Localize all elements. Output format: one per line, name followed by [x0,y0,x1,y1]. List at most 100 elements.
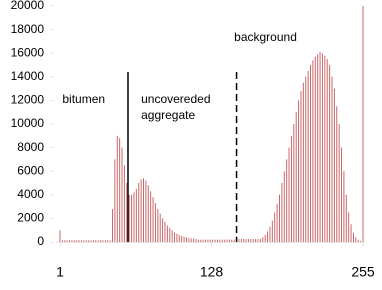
bar [348,212,350,242]
annotation: background [234,30,297,44]
bar [147,185,149,242]
bar [343,171,345,242]
bar [274,212,276,242]
bar [111,208,113,242]
bar [300,90,302,243]
bar [169,227,171,242]
bar [190,238,192,242]
annotation: bitumen [62,92,105,106]
bar [83,240,85,242]
bar [290,135,292,242]
bar [71,240,73,242]
bar [114,159,116,242]
bar [271,220,273,242]
bar [73,240,75,242]
bar [202,239,204,242]
bar [310,65,312,242]
bar [123,165,125,242]
bar [360,240,362,242]
bar [288,147,290,242]
bar [109,240,111,242]
bar [159,213,161,242]
bar [197,239,199,242]
bar [150,191,152,242]
bar [250,239,252,242]
bar [321,53,323,243]
bar [152,197,154,242]
bar [121,147,123,242]
bar [95,240,97,242]
y-tick-label: 16000 [11,45,45,59]
bar [209,239,211,242]
bar [247,239,249,242]
bar [185,237,187,242]
bar [336,106,338,242]
x-tick-label: 255 [351,264,375,280]
bar [259,239,261,242]
bar [219,239,221,242]
bar [85,240,87,242]
bar [128,194,130,242]
bar [243,239,245,242]
bar [233,239,235,242]
bar [352,232,354,242]
bar [281,183,283,242]
bar [76,240,78,242]
y-tick-label: 8000 [17,140,44,154]
bar [178,234,180,242]
bar [183,236,185,242]
bar [97,240,99,242]
bar [140,179,142,242]
bar [255,239,257,242]
bar [216,239,218,242]
x-tick-label: 1 [56,264,64,280]
bar [314,56,316,242]
bar [238,239,240,242]
bar [131,194,133,242]
bar [90,240,92,242]
bar [245,239,247,242]
bar [188,237,190,242]
bar [138,183,140,242]
y-tick-label: 6000 [17,163,44,177]
bar [126,183,128,242]
bar [102,240,104,242]
bar [341,147,343,242]
bar [145,180,147,242]
bar [331,76,333,242]
bar [307,70,309,243]
bar [92,240,94,242]
bar [293,124,295,242]
bar [135,188,137,242]
bar [326,59,328,242]
bar [205,239,207,242]
bar [357,239,359,242]
y-tick-label: 4000 [17,187,44,201]
bar [267,231,269,242]
bar [181,236,183,242]
bar [69,240,71,242]
bar [269,226,271,242]
bar [154,203,156,242]
bar [283,171,285,242]
bar [286,159,288,242]
bar [214,239,216,242]
bar [228,239,230,242]
bar [295,112,297,242]
bar [298,100,300,243]
bar [312,60,314,242]
bar [362,6,364,242]
bar [80,240,82,242]
bar [116,135,118,242]
bar [193,238,195,242]
bar [176,233,178,242]
bar [302,82,304,242]
annotation: uncovereded [141,92,210,106]
bar [195,239,197,242]
bar [200,239,202,242]
bar [171,230,173,242]
bar [100,240,102,242]
bar [317,54,319,242]
bar [319,52,321,242]
